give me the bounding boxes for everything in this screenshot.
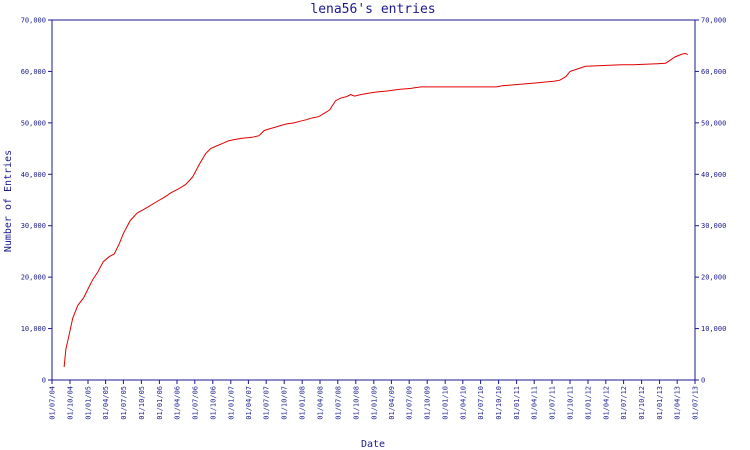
y-tick-label-right: 40,000	[701, 171, 726, 179]
x-tick-label: 01/01/09	[370, 386, 378, 420]
y-tick-label-left: 40,000	[21, 171, 46, 179]
x-tick-label: 01/10/05	[138, 386, 146, 420]
x-tick-label: 01/10/04	[66, 386, 74, 420]
x-tick-label: 01/01/11	[513, 386, 521, 420]
y-tick-label-left: 30,000	[21, 222, 46, 230]
x-tick-label: 01/07/04	[49, 386, 57, 420]
x-tick-label: 01/07/12	[620, 386, 628, 420]
y-tick-label-left: 70,000	[21, 17, 46, 25]
x-tick-label: 01/04/13	[674, 386, 682, 420]
x-tick-label: 01/07/13	[692, 386, 700, 420]
x-tick-label: 01/01/08	[299, 386, 307, 420]
x-tick-label: 01/10/11	[566, 386, 574, 420]
x-tick-label: 01/10/07	[281, 386, 289, 420]
y-tick-label-left: 10,000	[21, 325, 46, 333]
y-tick-label-right: 0	[701, 377, 705, 385]
chart-title: lena56's entries	[310, 2, 435, 17]
y-tick-label-left: 60,000	[21, 68, 46, 76]
x-tick-label: 01/01/06	[156, 386, 164, 420]
x-tick-label: 01/01/05	[84, 386, 92, 420]
x-tick-label: 01/10/09	[424, 386, 432, 420]
series-line	[63, 52, 688, 368]
x-tick-label: 01/07/07	[263, 386, 271, 420]
x-tick-label: 01/07/06	[191, 386, 199, 420]
y-tick-label-right: 20,000	[701, 274, 726, 282]
y-ticks-right: 0 10,000 20,000 30,000 40,000 50,000 60,000 70,…	[695, 17, 726, 385]
x-tick-label: 01/07/11	[549, 386, 557, 420]
y-axis-label: Number of Entries	[3, 150, 14, 252]
x-tick-label: 01/10/12	[638, 386, 646, 420]
x-tick-label: 01/01/10	[442, 386, 450, 420]
x-tick-label: 01/10/08	[352, 386, 360, 420]
x-tick-label: 01/04/06	[174, 386, 182, 420]
x-tick-label: 01/07/10	[477, 386, 485, 420]
x-tick-label: 01/04/07	[245, 386, 253, 420]
x-tick-label: 01/04/12	[602, 386, 610, 420]
y-tick-label-left: 20,000	[21, 274, 46, 282]
x-tick-label: 01/07/09	[406, 386, 414, 420]
y-tick-label-right: 10,000	[701, 325, 726, 333]
x-tick-label: 01/04/09	[388, 386, 396, 420]
x-tick-label: 01/04/10	[459, 386, 467, 420]
x-tick-label: 01/01/07	[227, 386, 235, 420]
x-tick-label: 01/07/05	[120, 386, 128, 420]
y-ticks-left: 0 10,000 20,000 30,000 40,000 50,000 60,000 70,…	[21, 17, 52, 385]
x-tick-label: 01/04/05	[102, 386, 110, 420]
x-tick-label: 01/04/08	[316, 386, 324, 420]
x-tick-label: 01/04/11	[531, 386, 539, 420]
x-tick-label: 01/01/13	[656, 386, 664, 420]
x-ticks: 01/07/04 01/10/04 01/01/05 01/04/05 01/07/05…	[49, 380, 700, 420]
y-tick-label-right: 30,000	[701, 222, 726, 230]
y-tick-label-right: 70,000	[701, 17, 726, 25]
y-tick-label-left: 50,000	[21, 119, 46, 127]
y-tick-label-left: 0	[42, 377, 46, 385]
x-axis-label: Date	[361, 439, 385, 450]
y-tick-label-right: 60,000	[701, 68, 726, 76]
x-tick-label: 01/07/08	[334, 386, 342, 420]
x-tick-label: 01/10/06	[209, 386, 217, 420]
axes	[51, 19, 696, 381]
x-tick-label: 01/10/10	[495, 386, 503, 420]
series-group	[63, 52, 688, 368]
y-tick-label-right: 50,000	[701, 119, 726, 127]
x-tick-label: 01/01/12	[584, 386, 592, 420]
